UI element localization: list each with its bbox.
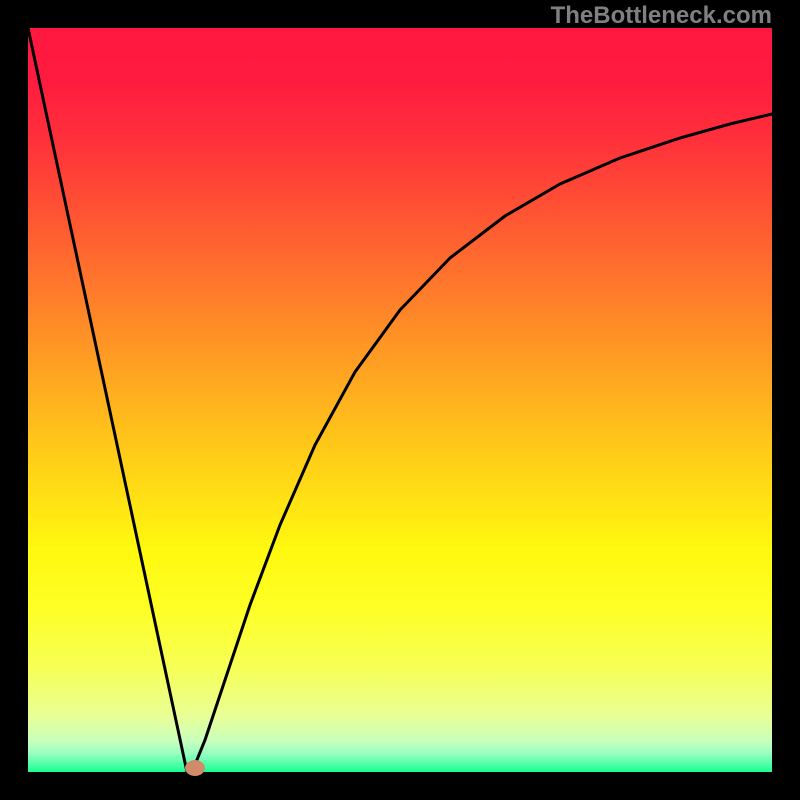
- watermark-text: TheBottleneck.com: [551, 2, 772, 30]
- plot-background: [28, 28, 772, 772]
- optimum-marker: [185, 760, 205, 776]
- bottleneck-chart: TheBottleneck.com: [0, 0, 800, 800]
- chart-svg: [0, 0, 800, 800]
